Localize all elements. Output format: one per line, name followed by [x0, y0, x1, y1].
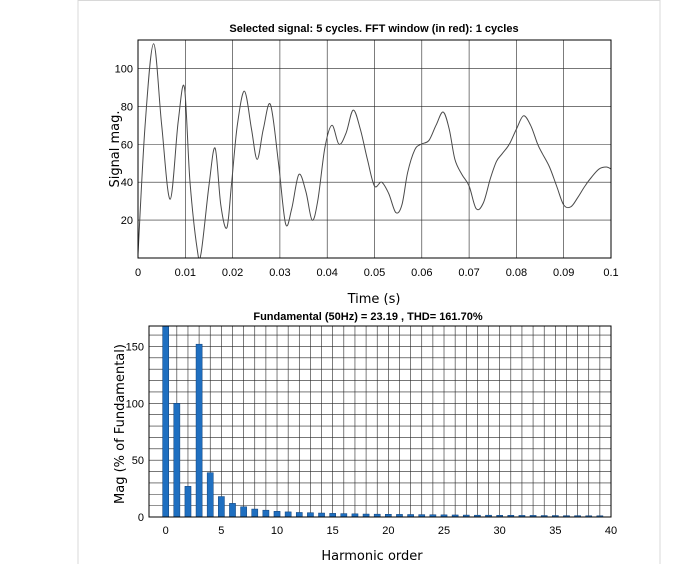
- signal-y-ticks: 20 40 60 80 100: [115, 63, 133, 227]
- fft-x-tick-label: 5: [218, 525, 224, 537]
- signal-x-tick-label: 0.09: [553, 267, 574, 279]
- harmonic-bar: [173, 403, 181, 518]
- fft-x-tick-label: 10: [271, 525, 283, 537]
- fft-y-tick-label: 50: [132, 455, 144, 467]
- fft-x-tick-label: 15: [327, 525, 339, 537]
- fft-y-label: Mag (% of Fundamental): [113, 344, 128, 504]
- signal-x-ticks: 0 0.01 0.02 0.03 0.04 0.05 0.06 0.07 0.08 0.09 0.1: [135, 267, 619, 279]
- fft-plot: Fundamental (50Hz) = 23.19 , THD= 161.70…: [113, 311, 617, 564]
- fft-x-label: Harmonic order: [321, 549, 423, 564]
- signal-x-tick-label: 0.05: [364, 267, 385, 279]
- signal-y-tick-label: 20: [121, 215, 133, 227]
- harmonic-bar: [295, 512, 303, 518]
- fft-y-tick-label: 0: [138, 512, 144, 524]
- signal-y-tick-label: 100: [115, 63, 133, 75]
- harmonic-bar: [251, 508, 259, 518]
- signal-x-label: Time (s): [347, 292, 401, 307]
- signal-axes-box: [137, 39, 612, 259]
- harmonic-bar: [307, 512, 314, 518]
- harmonic-bar: [218, 496, 225, 518]
- harmonic-bar: [262, 509, 270, 518]
- signal-x-tick-label: 0.03: [269, 267, 290, 279]
- fft-x-tick-label: 30: [494, 525, 506, 537]
- signal-line: [138, 43, 611, 258]
- signal-x-tick-label: 0.02: [222, 267, 243, 279]
- signal-y-label: Signal mag.: [108, 110, 123, 187]
- signal-x-tick-label: 0.06: [411, 267, 432, 279]
- fft-axes-box: [148, 325, 612, 518]
- harmonic-bar: [240, 506, 247, 518]
- fft-bars: [162, 325, 604, 518]
- signal-x-tick-label: 0.04: [316, 267, 337, 279]
- fft-x-tick-label: 35: [549, 525, 561, 537]
- signal-x-tick-label: 0.08: [506, 267, 527, 279]
- harmonic-bar: [229, 503, 236, 518]
- harmonic-bar: [206, 472, 214, 518]
- fft-x-ticks: 0 5 10 15 20 25 30 35 40: [163, 525, 617, 537]
- signal-title: Selected signal: 5 cycles. FFT window (i…: [229, 23, 518, 35]
- signal-x-tick-label: 0.01: [175, 267, 196, 279]
- signal-y-tick-label: 60: [121, 139, 133, 151]
- fft-y-tick-label: 100: [126, 398, 144, 410]
- fft-y-ticks: 0 50 100 150: [126, 341, 144, 524]
- harmonic-bar: [340, 513, 348, 518]
- harmonic-bar: [195, 343, 203, 518]
- signal-x-tick-label: 0.1: [603, 267, 618, 279]
- harmonic-bar: [162, 325, 170, 518]
- fft-title: Fundamental (50Hz) = 23.19 , THD= 161.70…: [253, 311, 482, 323]
- fft-x-tick-label: 40: [605, 525, 617, 537]
- fft-x-tick-label: 20: [382, 525, 394, 537]
- signal-y-tick-label: 80: [121, 101, 133, 113]
- harmonic-bar: [184, 486, 192, 518]
- harmonic-bar: [284, 511, 292, 518]
- fft-x-tick-label: 0: [163, 525, 169, 537]
- harmonic-bar: [329, 513, 336, 518]
- fft-x-tick-label: 25: [438, 525, 450, 537]
- signal-x-tick-label: 0: [135, 267, 141, 279]
- signal-y-tick-label: 40: [121, 177, 133, 189]
- harmonic-bar: [318, 512, 325, 518]
- signal-plot: Selected signal: 5 cycles. FFT window (i…: [108, 23, 619, 307]
- harmonic-bar: [273, 511, 281, 518]
- fft-y-tick-label: 150: [126, 341, 144, 353]
- signal-x-tick-label: 0.07: [458, 267, 479, 279]
- fft-grid: [149, 326, 612, 517]
